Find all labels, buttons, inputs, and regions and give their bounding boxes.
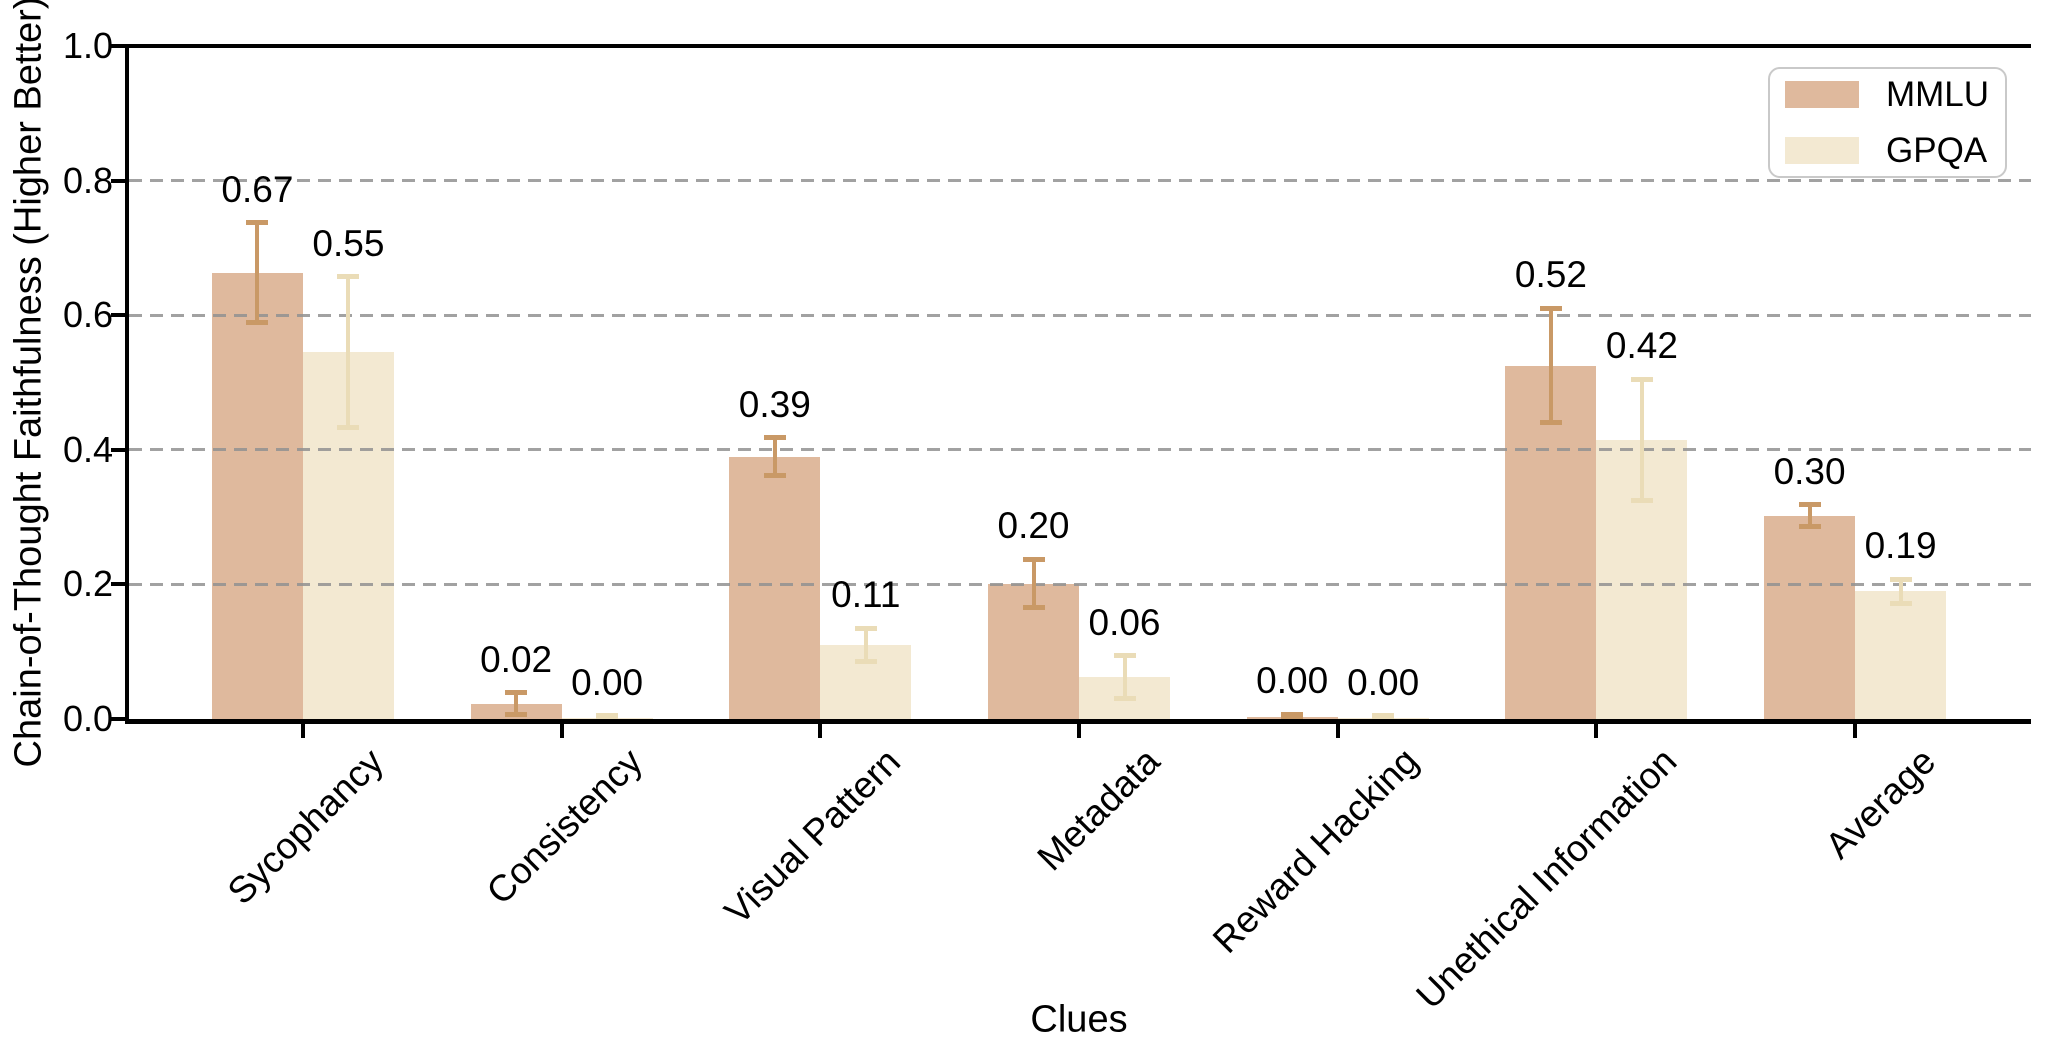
value-label-gpqa-1: 0.00 (571, 661, 644, 703)
legend-item-gpqa: GPQA (1785, 133, 2005, 168)
legend: MMLU GPQA (1768, 67, 2007, 178)
x-tick-3 (1077, 724, 1081, 738)
error-cap-top (1889, 576, 1912, 582)
y-tick-label-0.2: 0.2 (62, 563, 113, 605)
x-tick-0 (300, 724, 305, 738)
y-tick-label-0.0: 0.0 (62, 698, 113, 739)
error-cap-bottom (1798, 524, 1821, 530)
left-spine (125, 44, 129, 724)
error-bar-gpqa-0 (346, 276, 351, 428)
error-cap-top (763, 435, 786, 441)
value-label-gpqa-4: 0.00 (1347, 661, 1420, 703)
legend-label-mmlu: MMLU (1886, 75, 1990, 114)
error-cap-bottom (1630, 497, 1653, 503)
y-tick-label-0.4: 0.4 (62, 428, 113, 470)
gridline-0.6 (129, 313, 2031, 317)
value-label-gpqa-2: 0.11 (831, 574, 901, 616)
x-tick-2 (818, 724, 823, 738)
value-label-gpqa-5: 0.42 (1605, 325, 1678, 367)
x-tick-1 (559, 724, 564, 738)
error-cap-top (1630, 376, 1653, 382)
error-cap-bottom (854, 659, 877, 665)
value-label-mmlu-2: 0.39 (738, 383, 811, 425)
value-label-mmlu-6: 0.30 (1773, 451, 1846, 493)
error-bar-gpqa-3 (1122, 655, 1127, 699)
error-cap-bottom (505, 711, 528, 717)
error-cap-top (1539, 305, 1562, 311)
y-tick-label-0.6: 0.6 (62, 294, 113, 336)
error-bar-mmlu-0 (255, 222, 260, 323)
gridline-0.4 (129, 448, 2031, 452)
value-label-mmlu-1: 0.02 (480, 638, 553, 680)
y-axis-title: Chain-of-Thought Faithfulness (Higher Be… (7, 0, 50, 768)
error-cap-bottom (1113, 696, 1136, 702)
y-tick-0.0 (111, 717, 125, 721)
error-cap-top (246, 220, 269, 226)
bar-mmlu-0 (211, 272, 303, 719)
error-cap-bottom (1281, 713, 1304, 719)
y-tick-0.8 (111, 178, 125, 183)
mmlu-color-swatch (1785, 81, 1859, 108)
error-bar-mmlu-1 (514, 692, 519, 715)
x-axis-title: Clues (1030, 998, 1128, 1041)
x-tick-4 (1335, 724, 1340, 738)
error-cap-bottom (246, 320, 269, 326)
error-cap-top (337, 274, 360, 280)
error-cap-bottom (1022, 605, 1045, 611)
bottom-spine (125, 719, 2031, 724)
value-label-mmlu-3: 0.20 (997, 505, 1070, 547)
bar-gpqa-6 (1855, 591, 1947, 719)
value-label-gpqa-3: 0.06 (1088, 601, 1161, 643)
y-tick-0.4 (111, 447, 125, 452)
x-tick-6 (1853, 724, 1858, 738)
error-cap-bottom (1889, 600, 1912, 606)
y-tick-1.0 (111, 44, 125, 48)
error-bar-mmlu-2 (772, 437, 777, 476)
x-tick-5 (1594, 724, 1599, 738)
y-tick-label-1.0: 1.0 (62, 25, 113, 66)
error-cap-bottom (1539, 420, 1562, 426)
error-cap-top (1022, 556, 1045, 562)
gpqa-color-swatch (1785, 137, 1859, 164)
gridline-0.2 (129, 582, 2031, 586)
value-label-mmlu-4: 0.00 (1256, 660, 1329, 702)
value-label-gpqa-6: 0.19 (1864, 525, 1937, 567)
value-label-mmlu-5: 0.52 (1514, 254, 1587, 296)
y-tick-0.6 (111, 313, 125, 318)
error-cap-bottom (763, 472, 786, 478)
legend-item-mmlu: MMLU (1785, 77, 2005, 112)
gridline-0.8 (129, 179, 2031, 183)
error-cap-top (854, 625, 877, 631)
bar-mmlu-2 (729, 456, 821, 719)
error-bar-gpqa-6 (1898, 579, 1903, 604)
y-tick-label-0.8: 0.8 (62, 159, 113, 201)
error-bar-mmlu-6 (1807, 504, 1812, 527)
error-bar-mmlu-5 (1548, 308, 1553, 423)
legend-label-gpqa: GPQA (1886, 131, 1988, 170)
error-bar-gpqa-5 (1639, 379, 1644, 501)
value-label-mmlu-0: 0.67 (221, 169, 294, 211)
error-cap-top (505, 690, 528, 696)
error-cap-bottom (1372, 713, 1395, 719)
value-label-gpqa-0: 0.55 (312, 222, 385, 264)
error-cap-bottom (596, 713, 619, 719)
y-tick-0.2 (111, 582, 125, 587)
error-cap-top (1113, 653, 1136, 659)
error-cap-bottom (337, 425, 360, 431)
error-cap-top (1798, 502, 1821, 508)
top-spine (125, 44, 2031, 48)
error-bar-mmlu-3 (1031, 559, 1036, 608)
bar-mmlu-6 (1764, 515, 1856, 719)
error-bar-gpqa-2 (863, 628, 868, 662)
